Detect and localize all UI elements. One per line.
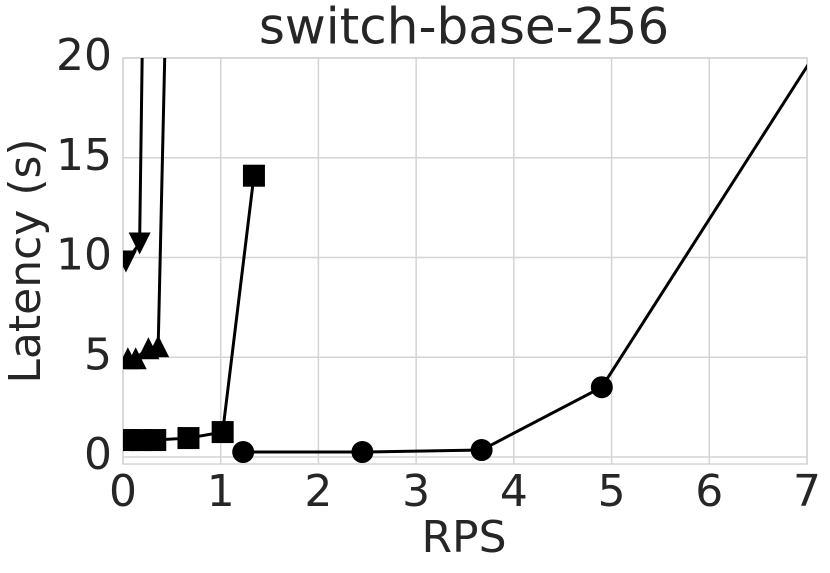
point	[177, 427, 200, 450]
point	[147, 335, 170, 358]
point	[242, 164, 265, 187]
series-line	[124, 58, 144, 263]
x-tick-label: 5	[598, 466, 626, 517]
x-tick-label: 0	[109, 466, 137, 517]
x-tick-label: 3	[402, 466, 430, 517]
point	[128, 232, 151, 255]
x-tick-label: 1	[207, 466, 235, 517]
point	[124, 347, 147, 370]
x-axis-label: RPS	[421, 512, 506, 563]
point	[590, 376, 613, 399]
x-tick-label: 7	[793, 466, 821, 517]
x-tick-label: 6	[695, 466, 723, 517]
y-tick-label: 0	[84, 429, 112, 480]
point	[470, 439, 493, 462]
x-tick-label: 2	[304, 466, 332, 517]
plot-area	[123, 58, 807, 464]
point	[211, 421, 234, 444]
series-line	[127, 175, 256, 442]
y-tick-label: 15	[56, 130, 112, 181]
y-tick-label: 20	[56, 30, 112, 81]
point	[123, 250, 137, 273]
point	[232, 441, 255, 464]
series-line	[243, 63, 807, 454]
series-line	[127, 58, 167, 360]
point	[144, 429, 167, 452]
y-tick-label: 10	[56, 230, 112, 281]
y-axis-label: Latency (s)	[0, 138, 51, 383]
y-tick-label: 5	[84, 329, 112, 380]
chart-title: switch-base-256	[259, 0, 669, 56]
point	[351, 441, 374, 464]
x-tick-label: 4	[500, 466, 528, 517]
